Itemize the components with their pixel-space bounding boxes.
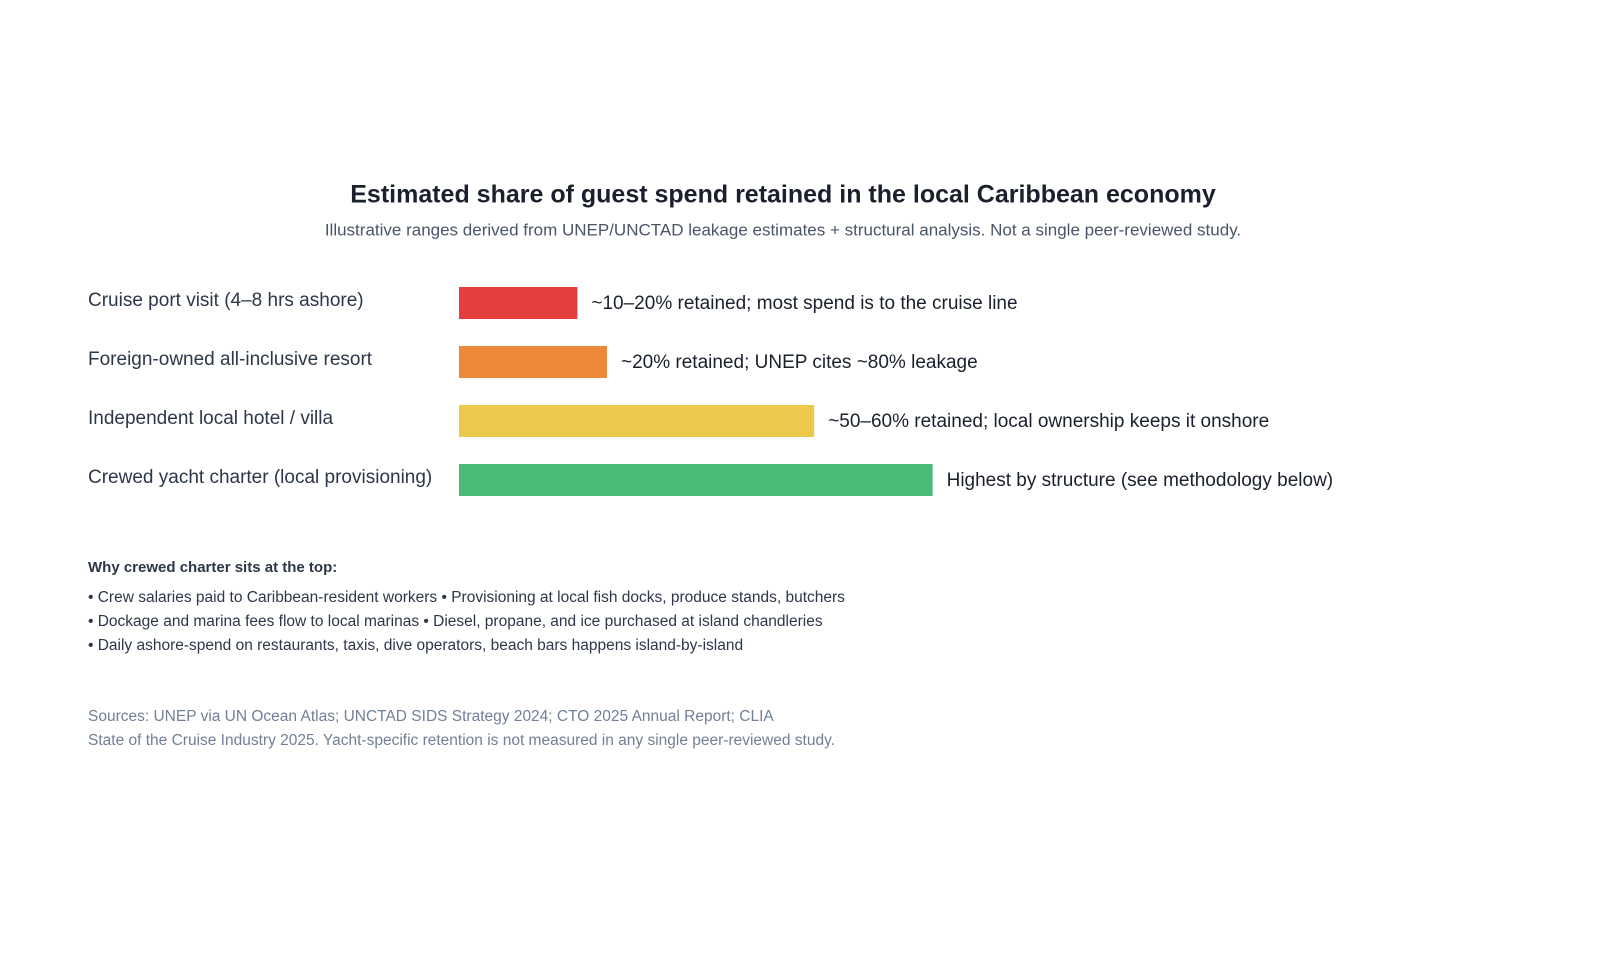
note-item: • Crew salaries paid to Caribbean-reside… bbox=[88, 589, 845, 606]
value-label: Highest by structure (see methodology be… bbox=[947, 470, 1334, 491]
notes-title: Why crewed charter sits at the top: bbox=[88, 559, 337, 576]
category-label: Independent local hotel / villa bbox=[88, 408, 333, 429]
bar bbox=[459, 346, 607, 378]
category-label: Cruise port visit (4–8 hrs ashore) bbox=[88, 290, 364, 311]
bar bbox=[459, 287, 578, 319]
source-line: State of the Cruise Industry 2025. Yacht… bbox=[88, 732, 835, 749]
chart-title: Estimated share of guest spend retained … bbox=[350, 181, 1216, 209]
note-item: • Daily ashore-spend on restaurants, tax… bbox=[88, 637, 743, 654]
value-label: ~20% retained; UNEP cites ~80% leakage bbox=[621, 352, 978, 373]
source-line: Sources: UNEP via UN Ocean Atlas; UNCTAD… bbox=[88, 708, 774, 725]
value-label: ~50–60% retained; local ownership keeps … bbox=[828, 411, 1269, 432]
category-label: Foreign-owned all-inclusive resort bbox=[88, 349, 373, 370]
value-label: ~10–20% retained; most spend is to the c… bbox=[591, 293, 1017, 314]
chart-subtitle: Illustrative ranges derived from UNEP/UN… bbox=[325, 220, 1241, 239]
category-label: Crewed yacht charter (local provisioning… bbox=[88, 467, 432, 488]
note-item: • Dockage and marina fees flow to local … bbox=[88, 613, 823, 630]
bar bbox=[459, 464, 933, 496]
bar bbox=[459, 405, 815, 437]
